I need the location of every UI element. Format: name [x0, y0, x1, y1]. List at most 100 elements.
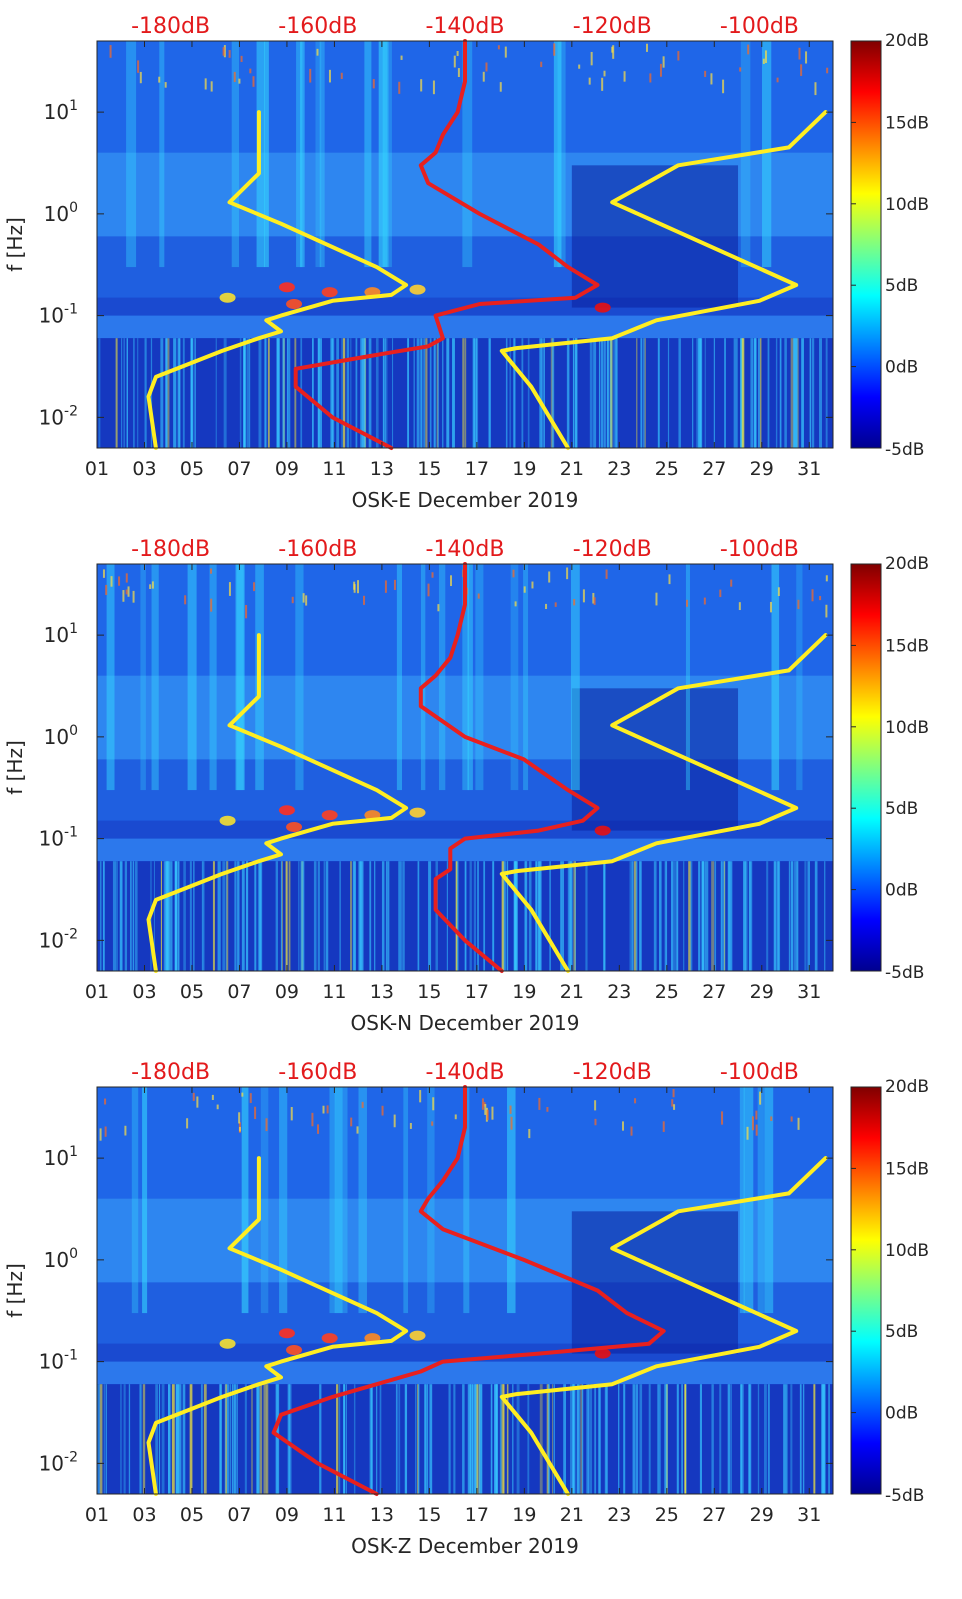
- colorbar-label: 20dB: [885, 554, 929, 574]
- x-tick-label: 01: [85, 1504, 109, 1526]
- x-tick-label: 01: [85, 981, 109, 1003]
- series-line-1: [499, 633, 828, 973]
- series-line-0: [146, 1156, 409, 1496]
- colorbar-label: 15dB: [885, 636, 929, 656]
- top-db-label: -100dB: [720, 1060, 799, 1085]
- colorbar-label: 10dB: [885, 1241, 929, 1261]
- x-tick-label: 21: [560, 1504, 584, 1526]
- spectrogram: [97, 41, 833, 448]
- colorbar: [850, 40, 882, 449]
- x-tick-label: 27: [702, 458, 726, 480]
- x-tick-label: 17: [465, 981, 489, 1003]
- x-tick-label: 21: [560, 458, 584, 480]
- series-line-0: [146, 110, 409, 450]
- x-tick-label: 11: [322, 981, 346, 1003]
- top-db-label: -120dB: [573, 1060, 652, 1085]
- series-line-1: [499, 110, 828, 450]
- x-tick-label: 23: [607, 458, 631, 480]
- top-db-label: -100dB: [720, 14, 799, 39]
- series-line-2: [293, 39, 600, 450]
- x-tick-label: 07: [227, 458, 251, 480]
- top-db-label: -120dB: [573, 537, 652, 562]
- x-tick-label: 05: [180, 1504, 204, 1526]
- x-tick-label: 31: [797, 458, 821, 480]
- colorbar-label: -5dB: [885, 963, 924, 983]
- series-line-2: [418, 562, 600, 973]
- colorbar-label: 5dB: [885, 1322, 918, 1342]
- x-tick-label: 11: [322, 458, 346, 480]
- x-tick-label: 25: [655, 1504, 679, 1526]
- y-tick-label: 101: [44, 621, 78, 647]
- top-db-label: -180dB: [131, 1060, 210, 1085]
- x-tick-label: 15: [417, 458, 441, 480]
- x-tick-label: 15: [417, 981, 441, 1003]
- x-tick-label: 19: [512, 458, 536, 480]
- x-tick-label: 13: [370, 458, 394, 480]
- x-tick-label: 01: [85, 458, 109, 480]
- colorbar-label: 20dB: [885, 31, 929, 51]
- y-tick-label: 10-1: [39, 825, 78, 851]
- x-tick-label: 13: [370, 981, 394, 1003]
- y-axis-label: f [Hz]: [3, 217, 27, 272]
- x-tick-label: 27: [702, 981, 726, 1003]
- x-tick-label: 19: [512, 1504, 536, 1526]
- axes-frame: [96, 40, 834, 449]
- x-tick-label: 23: [607, 1504, 631, 1526]
- x-tick-label: 29: [750, 458, 774, 480]
- y-axis-label: f [Hz]: [3, 1263, 27, 1318]
- colorbar-label: 0dB: [885, 358, 918, 378]
- panel-osk-e: 01 03 05 07 09 11 13 15 17 19 21 23 25 27 29 31 OSK-E De…: [3, 14, 929, 512]
- colorbar-label: -5dB: [885, 440, 924, 460]
- colorbar-label: -5dB: [885, 1486, 924, 1506]
- axes-frame: [96, 1086, 834, 1495]
- x-tick-label: 17: [465, 458, 489, 480]
- top-db-label: -100dB: [720, 537, 799, 562]
- y-tick-label: 100: [44, 723, 78, 749]
- y-tick-label: 10-1: [39, 302, 78, 328]
- series-line-1: [499, 1156, 828, 1496]
- top-db-label: -140dB: [426, 1060, 505, 1085]
- colorbar-label: 10dB: [885, 718, 929, 738]
- series-line-0: [146, 633, 409, 973]
- x-axis-label: OSK-E December 2019: [352, 488, 579, 512]
- y-tick-label: 10-2: [39, 926, 78, 952]
- x-tick-label: 29: [750, 981, 774, 1003]
- spectrogram: [97, 1087, 833, 1494]
- panel-osk-n: 01 03 05 07 09 11 13 15 17 19 21 23 25 27 29 31 OSK-N De…: [3, 537, 929, 1035]
- x-tick-label: 07: [227, 981, 251, 1003]
- x-tick-label: 15: [417, 1504, 441, 1526]
- top-db-label: -140dB: [426, 14, 505, 39]
- colorbar: [850, 1086, 882, 1495]
- x-tick-label: 25: [655, 458, 679, 480]
- x-axis-label: OSK-Z December 2019: [351, 1534, 579, 1558]
- x-tick-label: 29: [750, 1504, 774, 1526]
- x-tick-label: 07: [227, 1504, 251, 1526]
- x-tick-label: 03: [132, 1504, 156, 1526]
- x-tick-label: 03: [132, 458, 156, 480]
- x-tick-label: 25: [655, 981, 679, 1003]
- top-db-label: -120dB: [573, 14, 652, 39]
- axes-frame: [96, 563, 834, 972]
- panel-osk-z: 01 03 05 07 09 11 13 15 17 19 21 23 25 27 29 31 OSK-Z De…: [3, 1060, 929, 1558]
- x-tick-label: 13: [370, 1504, 394, 1526]
- top-db-label: -160dB: [278, 537, 357, 562]
- x-tick-label: 31: [797, 1504, 821, 1526]
- y-tick-label: 10-2: [39, 1449, 78, 1475]
- x-tick-label: 23: [607, 981, 631, 1003]
- colorbar-label: 0dB: [885, 1404, 918, 1424]
- series-line-2: [271, 1085, 666, 1496]
- spectrogram: [97, 564, 833, 971]
- y-tick-label: 100: [44, 1246, 78, 1272]
- x-tick-label: 05: [180, 458, 204, 480]
- x-tick-label: 11: [322, 1504, 346, 1526]
- top-db-label: -180dB: [131, 537, 210, 562]
- x-axis-label: OSK-N December 2019: [351, 1011, 580, 1035]
- x-tick-label: 03: [132, 981, 156, 1003]
- colorbar-label: 5dB: [885, 799, 918, 819]
- colorbar-label: 10dB: [885, 195, 929, 215]
- colorbar-label: 5dB: [885, 276, 918, 296]
- top-db-label: -160dB: [278, 14, 357, 39]
- x-tick-label: 27: [702, 1504, 726, 1526]
- x-tick-label: 31: [797, 981, 821, 1003]
